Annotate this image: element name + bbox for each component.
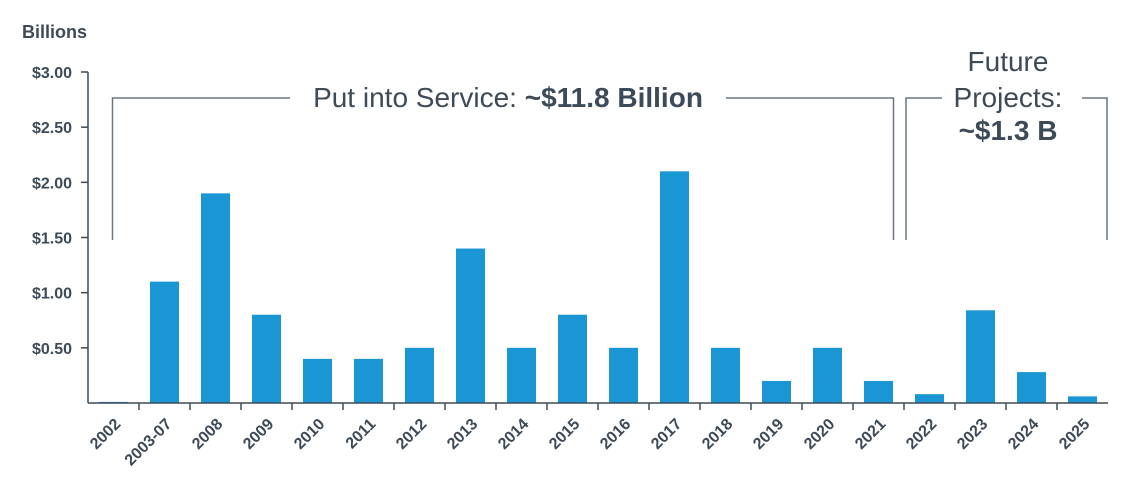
x-tick-label: 2009 [240,416,277,453]
future-bracket-left [905,97,942,240]
x-tick-label: 2002 [87,416,124,453]
x-tick-label: 2018 [699,416,736,453]
x-tick-label: 2020 [801,416,838,453]
x-tick-label: 2013 [444,416,481,453]
bar-2018 [711,347,740,403]
x-tick-label: 2011 [343,416,380,453]
x-tick-label: 2023 [954,416,991,453]
bar-2011 [354,358,383,403]
future-annotation-value: ~$1.3 B [959,115,1058,146]
bar-2016 [609,347,638,403]
x-tick-label: 2014 [495,416,532,453]
x-tick-label: 2019 [750,416,787,453]
bar-2014 [507,347,536,403]
service-bracket-left [111,97,290,240]
bar-2022 [915,394,944,403]
y-tick-label: $1.00 [32,286,72,303]
x-tick-label: 2022 [903,416,940,453]
x-tick-label: 2015 [546,416,583,453]
y-axis-title: Billions [22,22,87,42]
y-tick-label: $2.00 [32,175,72,192]
y-tick-label: $2.50 [32,120,72,137]
service-annotation-value: ~$11.8 Billion [525,82,703,113]
bar-2024 [1017,372,1046,403]
x-tick-label: 2021 [852,416,889,453]
x-tick-label: 2024 [1005,416,1042,453]
bar-2025 [1068,396,1097,403]
bars-group [99,171,1097,403]
y-axis: $0.50 $1.00 $1.50 $2.00 $2.50 $3.00 [32,65,89,403]
annotations-group: Put into Service: ~$11.8 Billion Future Pr… [111,46,1108,240]
bar-2020 [813,347,842,403]
bar-2015 [558,314,587,403]
bar-2019 [762,380,791,403]
x-tick-label: 2025 [1056,416,1093,453]
bar-2013 [456,248,485,403]
y-tick-label: $1.50 [32,231,72,248]
x-tick-label: 2012 [393,416,430,453]
bar-2012 [405,347,434,403]
future-annotation-line1: Future [968,46,1049,77]
x-tick-label: 2008 [189,416,226,453]
bar-2021 [864,380,893,403]
service-annotation: Put into Service: ~$11.8 Billion [313,82,703,113]
bar-2008 [201,193,230,403]
bar-2023 [966,310,995,403]
x-tick-label: 2016 [597,416,634,453]
x-tick-label: 2010 [291,416,328,453]
future-bracket-right [1082,97,1108,240]
bar-2003-07 [150,281,179,403]
y-tick-label: $3.00 [32,65,72,82]
x-tick-label: 2003-07 [122,416,176,470]
bar-2010 [303,358,332,403]
future-annotation-line2: Projects: [954,82,1063,113]
bar-2017 [660,171,689,403]
bar-2009 [252,314,281,403]
service-bracket-right [726,97,895,240]
x-tick-label: 2017 [648,416,685,453]
y-tick-label: $0.50 [32,341,72,358]
service-annotation-label: Put into Service: [313,82,525,113]
